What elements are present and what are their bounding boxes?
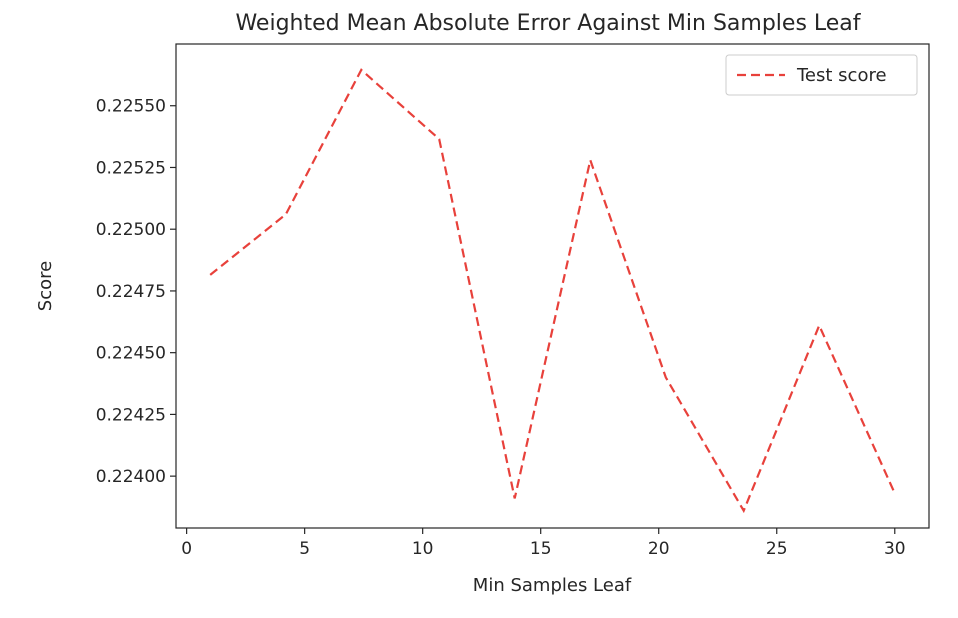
y-tick-label: 0.22525 <box>96 158 166 178</box>
x-tick-label: 20 <box>648 539 670 559</box>
x-tick-label: 10 <box>412 539 434 559</box>
x-axis-label: Min Samples Leaf <box>473 575 632 596</box>
legend-box <box>725 54 918 96</box>
series-layer <box>209 68 896 514</box>
legend-label-test-score: Test score <box>796 65 887 86</box>
y-axis: 0.22400 0.22425 0.22450 0.22475 0.22500 0.225… <box>96 97 176 487</box>
y-tick-label: 0.22425 <box>96 405 166 425</box>
plot-area <box>175 43 930 529</box>
y-axis-label: Score <box>35 261 56 311</box>
chart-title: Weighted Mean Absolute Error Against Min… <box>235 11 861 36</box>
x-tick-label: 30 <box>884 539 906 559</box>
y-tick-label: 0.22500 <box>96 220 166 240</box>
y-tick-label: 0.22400 <box>96 467 166 487</box>
legend: Test score <box>725 54 918 96</box>
x-tick-label: 0 <box>181 539 192 559</box>
x-tick-label: 25 <box>766 539 788 559</box>
y-tick-label: 0.22475 <box>96 282 166 302</box>
y-tick-label: 0.22450 <box>96 344 166 364</box>
y-tick-label: 0.22550 <box>96 97 166 117</box>
series-line-0 <box>209 68 896 514</box>
x-tick-label: 15 <box>530 539 552 559</box>
x-axis: 0 5 10 15 20 25 30 <box>181 528 906 559</box>
x-tick-label: 5 <box>299 539 310 559</box>
